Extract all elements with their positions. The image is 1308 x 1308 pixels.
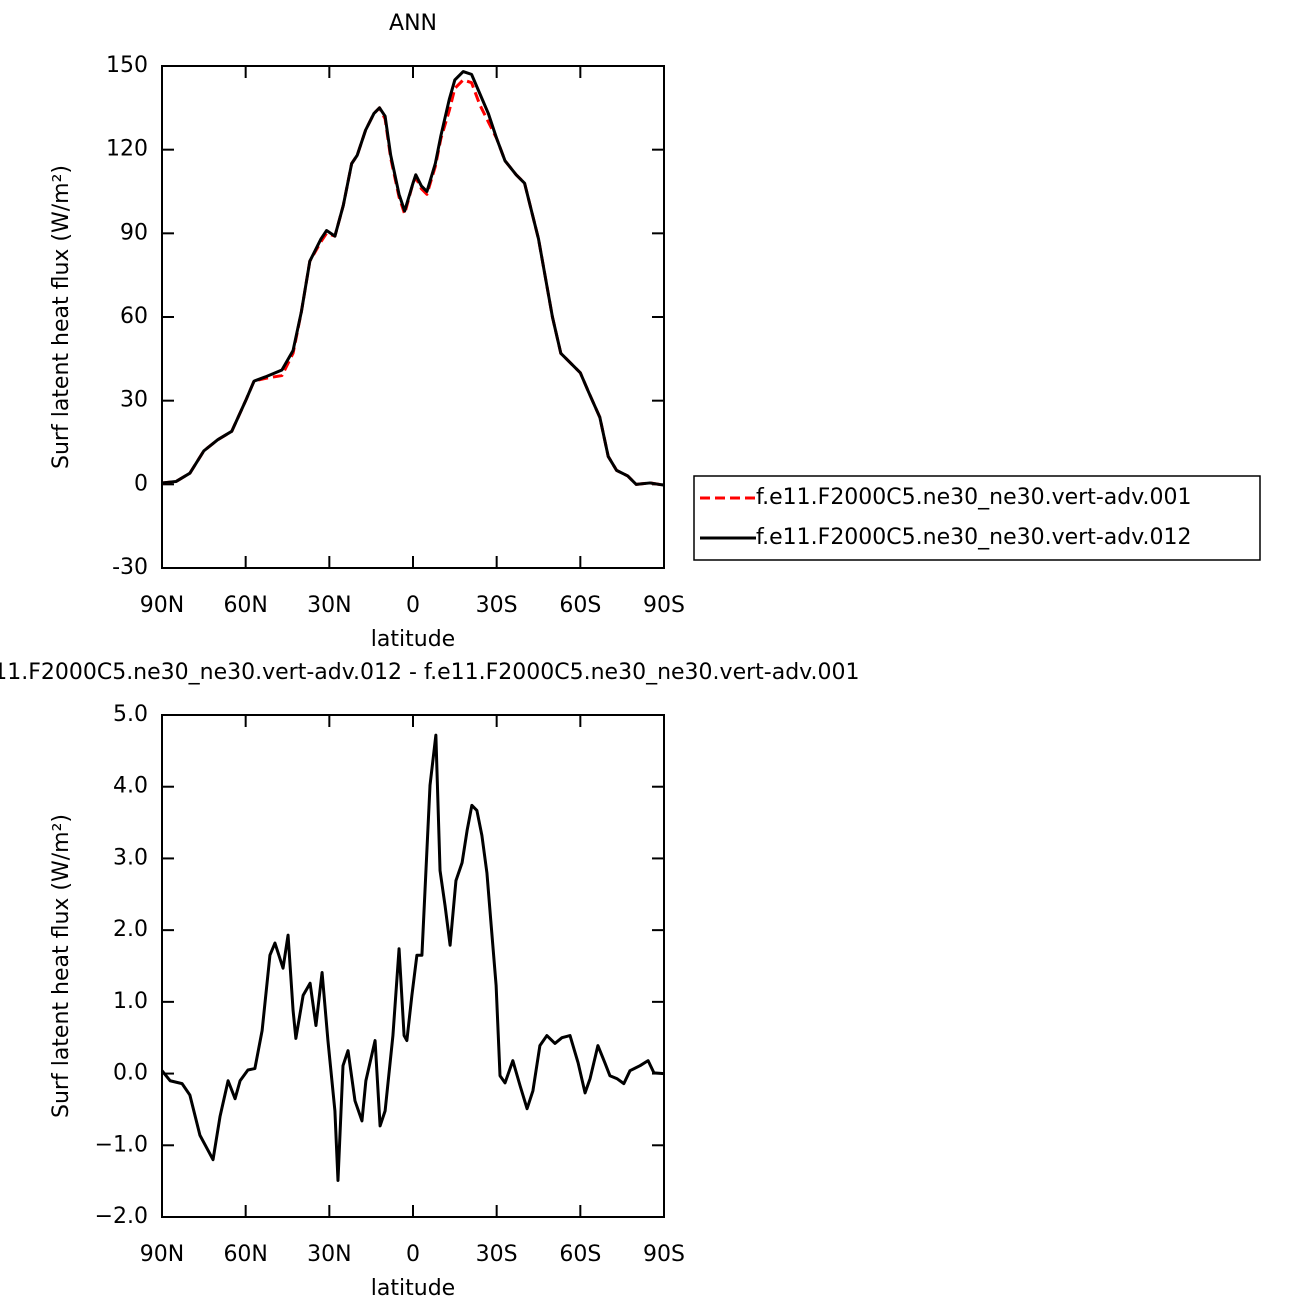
y-tick-label: 1.0	[113, 989, 148, 1014]
plot-frame	[161, 714, 665, 1218]
y-tick-label: 5.0	[113, 702, 148, 727]
x-tick-label: 90S	[643, 593, 685, 618]
y-tick-label: 90	[120, 220, 148, 245]
series-line	[161, 70, 665, 487]
legend-label: f.e11.F2000C5.ne30_ne30.vert-adv.012	[756, 525, 1192, 550]
x-tick-label: 90N	[140, 593, 184, 618]
x-tick-label: 60N	[223, 1242, 267, 1267]
x-tick-label: 90S	[643, 1242, 685, 1267]
x-tick-label: 30N	[307, 593, 351, 618]
x-tick-label: 60S	[559, 593, 601, 618]
chart-title: f.e11.F2000C5.ne30_ne30.vert-adv.012 - f…	[0, 660, 859, 685]
x-axis-label: latitude	[371, 1276, 455, 1301]
legend-box	[693, 475, 1261, 561]
y-tick-label: 0.0	[113, 1061, 148, 1086]
y-tick-label: 60	[120, 304, 148, 329]
y-tick-label: 2.0	[113, 917, 148, 942]
y-tick-label: −2.0	[95, 1204, 148, 1229]
y-tick-label: 4.0	[113, 774, 148, 799]
y-tick-label: 30	[120, 388, 148, 413]
series-line	[160, 733, 665, 1182]
y-axis-label: Surf latent heat flux (W/m²)	[49, 165, 74, 469]
chart-title: ANN	[389, 11, 437, 36]
x-tick-label: 60N	[223, 593, 267, 618]
y-tick-label: 120	[106, 137, 148, 162]
y-tick-label: 150	[106, 53, 148, 78]
y-tick-label: 0	[134, 471, 148, 496]
legend-label: f.e11.F2000C5.ne30_ne30.vert-adv.001	[756, 485, 1192, 510]
x-tick-label: 30N	[307, 1242, 351, 1267]
plot-frame	[161, 65, 665, 569]
x-axis-label: latitude	[371, 627, 455, 652]
series-line	[161, 78, 665, 487]
y-tick-label: 3.0	[113, 845, 148, 870]
y-tick-label: −1.0	[95, 1132, 148, 1157]
y-axis-label: Surf latent heat flux (W/m²)	[49, 814, 74, 1118]
x-tick-label: 90N	[140, 1242, 184, 1267]
x-tick-label: 30S	[476, 1242, 518, 1267]
x-tick-label: 0	[406, 1242, 420, 1267]
x-tick-label: 0	[406, 593, 420, 618]
x-tick-label: 60S	[559, 1242, 601, 1267]
y-tick-label: -30	[112, 555, 148, 580]
x-tick-label: 30S	[476, 593, 518, 618]
